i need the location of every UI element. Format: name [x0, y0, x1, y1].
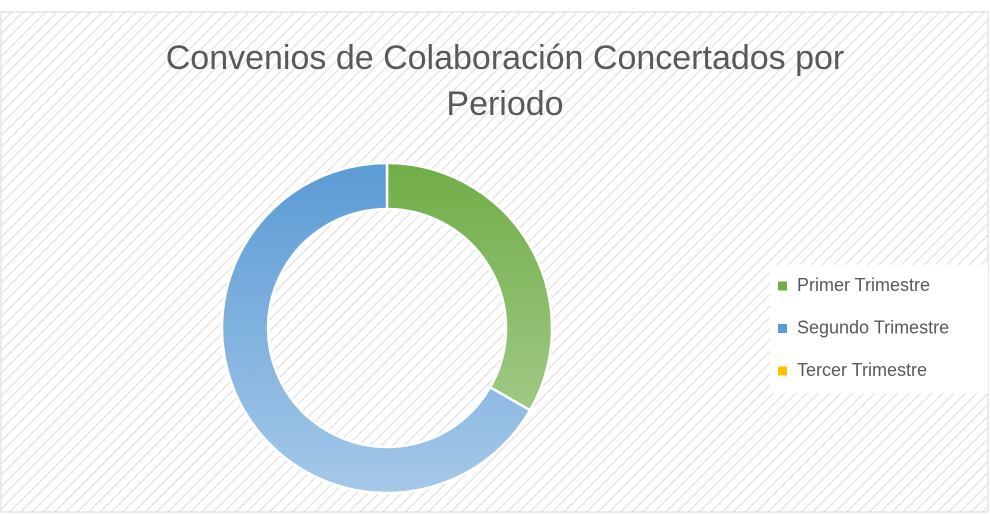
chart-title: Convenios de Colaboración Concertados po… [166, 39, 845, 77]
chart-title: Periodo [446, 85, 563, 123]
legend-box [770, 265, 988, 393]
legend-marker [778, 281, 787, 291]
donut-segment [220, 161, 532, 495]
legend-label: Primer Trimestre [797, 275, 930, 295]
legend-label: Tercer Trimestre [797, 360, 927, 380]
legend-marker [778, 324, 787, 333]
legend-label: Segundo Trimestre [797, 317, 949, 337]
donut-segment [385, 161, 554, 412]
legend-marker [778, 366, 787, 376]
